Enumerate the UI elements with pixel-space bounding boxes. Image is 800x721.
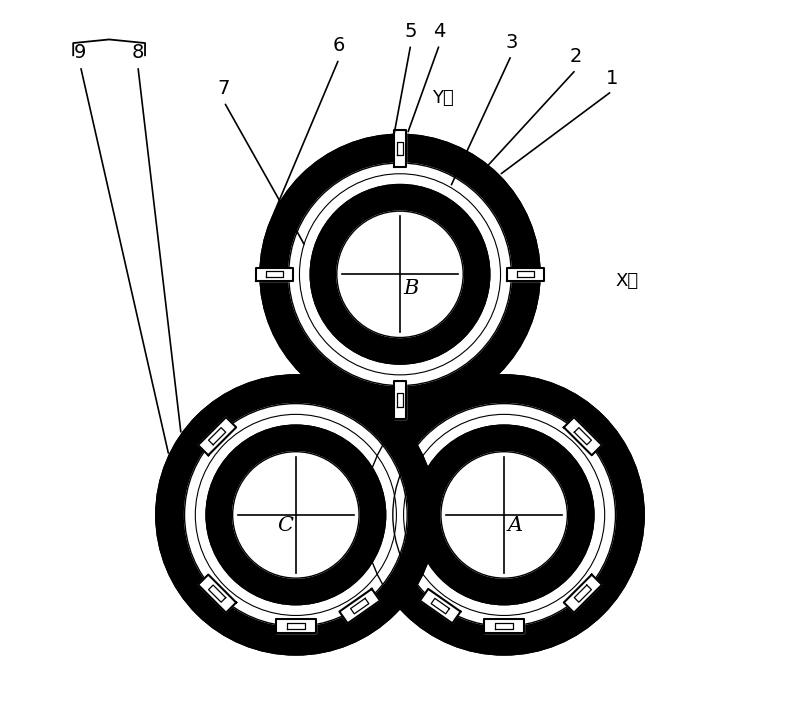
Circle shape <box>441 452 567 578</box>
Circle shape <box>233 452 359 578</box>
Text: 6: 6 <box>333 36 345 56</box>
Polygon shape <box>276 619 316 634</box>
Circle shape <box>393 404 615 627</box>
Polygon shape <box>564 417 602 455</box>
Circle shape <box>337 211 463 337</box>
Polygon shape <box>394 130 406 167</box>
Polygon shape <box>484 619 524 634</box>
Text: 4: 4 <box>434 22 446 41</box>
Text: 3: 3 <box>505 32 518 52</box>
Text: C: C <box>277 516 293 535</box>
Polygon shape <box>209 428 226 445</box>
Circle shape <box>310 185 490 364</box>
Polygon shape <box>495 623 513 629</box>
Text: X轴: X轴 <box>615 273 638 291</box>
Polygon shape <box>287 623 305 629</box>
Polygon shape <box>420 589 461 624</box>
Circle shape <box>414 425 594 605</box>
Circle shape <box>256 131 544 418</box>
Text: 2: 2 <box>570 47 582 66</box>
Polygon shape <box>574 428 591 445</box>
Polygon shape <box>397 394 403 407</box>
Text: Y轴: Y轴 <box>432 89 454 107</box>
Polygon shape <box>350 598 369 614</box>
Polygon shape <box>198 575 236 613</box>
Polygon shape <box>564 575 602 613</box>
Circle shape <box>260 134 540 415</box>
Polygon shape <box>256 267 293 280</box>
Polygon shape <box>209 585 226 602</box>
Text: 1: 1 <box>606 68 618 87</box>
Polygon shape <box>574 585 591 602</box>
Circle shape <box>152 371 439 658</box>
Text: 7: 7 <box>218 79 230 98</box>
Text: 5: 5 <box>405 22 417 41</box>
Polygon shape <box>397 142 403 155</box>
Polygon shape <box>266 271 282 277</box>
Polygon shape <box>339 589 380 624</box>
Circle shape <box>361 371 648 658</box>
Text: 9: 9 <box>74 43 86 63</box>
Text: 8: 8 <box>132 43 144 63</box>
Circle shape <box>364 375 644 655</box>
Text: B: B <box>403 279 418 298</box>
Polygon shape <box>431 598 450 614</box>
Circle shape <box>206 425 386 605</box>
Polygon shape <box>518 271 534 277</box>
Polygon shape <box>198 417 236 455</box>
Polygon shape <box>507 267 544 280</box>
Circle shape <box>156 375 436 655</box>
Text: A: A <box>507 516 522 535</box>
Circle shape <box>185 404 407 627</box>
Circle shape <box>289 163 511 386</box>
Polygon shape <box>394 381 406 419</box>
